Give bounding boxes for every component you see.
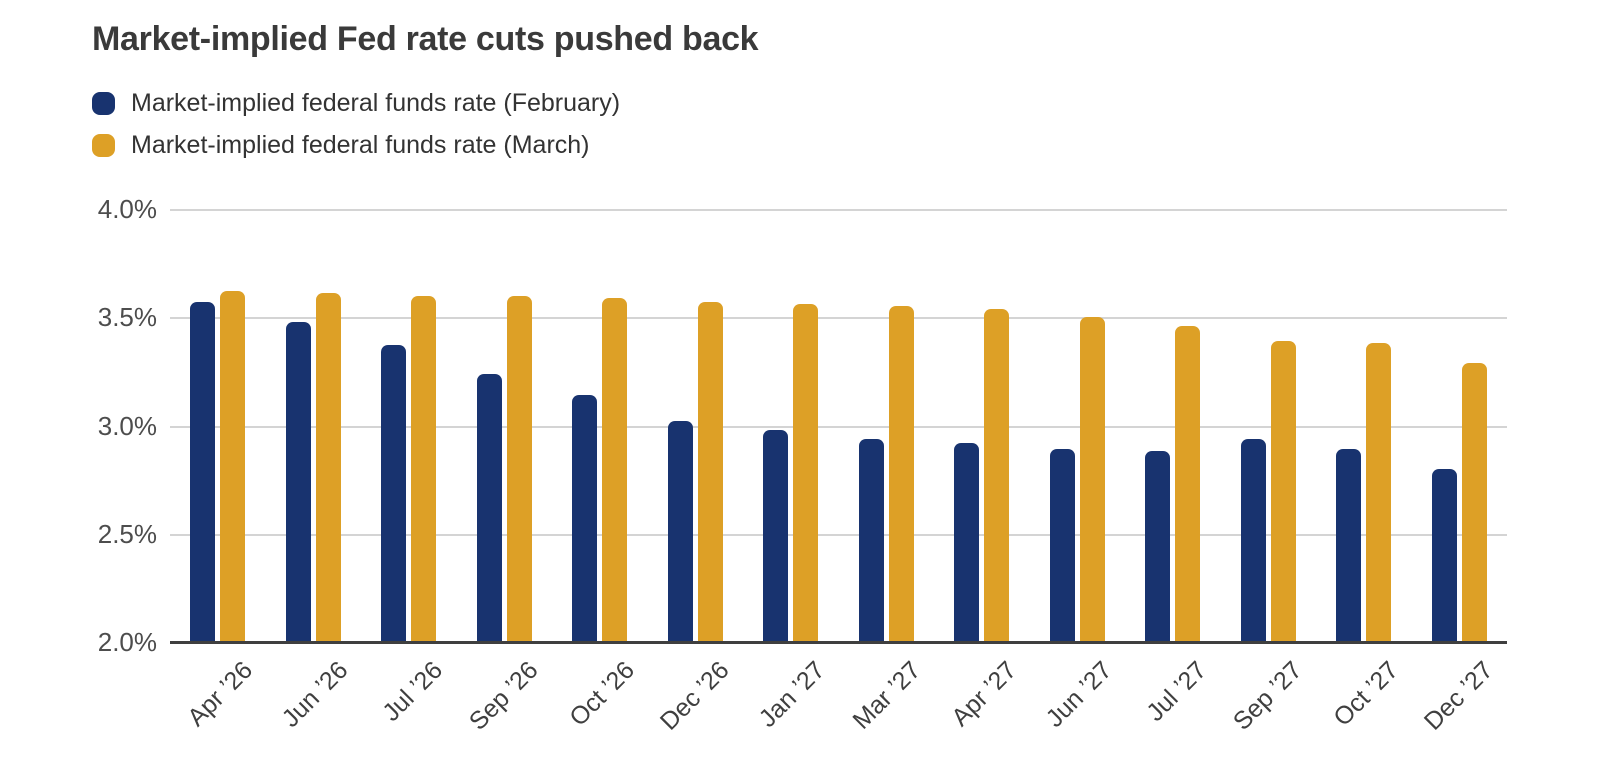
gridline	[170, 533, 1507, 536]
bar-february	[190, 302, 216, 642]
x-axis-line	[170, 641, 1507, 644]
bar-group: Sep ’26	[457, 209, 553, 736]
y-axis-tick-label: 4.0%	[97, 194, 157, 224]
bar-march	[315, 293, 341, 642]
bar-march	[1079, 317, 1105, 642]
legend-swatch	[92, 133, 115, 157]
bar-group: Jun ’26	[266, 209, 362, 733]
bar-february	[1431, 468, 1457, 642]
x-axis-label: Jul ’27	[1141, 656, 1213, 727]
legend-swatch	[92, 91, 115, 115]
chart-title: Market-implied Fed rate cuts pushed back	[92, 20, 759, 58]
legend-label: Market-implied federal funds rate (Febru…	[131, 88, 621, 117]
gridline	[170, 209, 1507, 211]
x-axis-label: Oct ’26	[563, 656, 640, 732]
bar-group: Jan ’27	[743, 209, 839, 733]
bar-march	[1366, 343, 1392, 642]
bar-group: Jul ’26	[361, 209, 457, 727]
bar-february	[667, 421, 693, 642]
x-axis-label: Apr ’27	[945, 656, 1022, 732]
gridline	[170, 425, 1507, 428]
bar-march	[888, 306, 914, 642]
bar-group: Apr ’26	[170, 209, 266, 732]
bar-group: Oct ’26	[552, 209, 648, 732]
bar-february	[285, 321, 311, 642]
x-axis-label: Oct ’27	[1327, 656, 1404, 732]
x-axis-label: Sep ’27	[1228, 656, 1309, 736]
bar-group: Apr ’27	[934, 209, 1030, 732]
plot-area: Apr ’26 Jun ’26 Jul ’26 Sep ’26 Oct ’26 Dec ’…	[170, 209, 1508, 736]
bar-group: Dec ’26	[648, 209, 744, 736]
x-axis-label: Jun ’27	[1040, 656, 1118, 733]
bar-group: Jul ’27	[1125, 209, 1221, 727]
gridline	[170, 317, 1507, 320]
bar-march	[1270, 341, 1296, 642]
legend-label: Market-implied federal funds rate (March…	[131, 130, 590, 159]
bar-february	[954, 442, 980, 642]
bar-group: Jun ’27	[1030, 209, 1126, 733]
bar-february	[572, 395, 598, 642]
bar-february	[1336, 449, 1362, 642]
x-axis-label: Mar ’27	[847, 656, 927, 735]
bar-group: Sep ’27	[1221, 209, 1317, 736]
y-axis-tick-label: 2.0%	[97, 627, 157, 657]
x-axis-label: Sep ’26	[464, 656, 545, 736]
bar-february	[1240, 438, 1266, 642]
bar-march	[506, 295, 532, 642]
bar-march	[411, 295, 437, 642]
bar-march	[1175, 325, 1201, 642]
bar-march	[793, 304, 819, 642]
x-axis-label: Apr ’26	[181, 656, 258, 732]
legend-item-february: Market-implied federal funds rate (Febru…	[92, 88, 620, 118]
y-axis-labels: 4.0% 3.5% 3.0% 2.5% 2.0%	[0, 194, 157, 657]
bar-march	[1461, 362, 1487, 642]
x-axis-label: Dec ’26	[655, 656, 736, 736]
bar-march	[220, 291, 246, 642]
bar-group: Oct ’27	[1316, 209, 1412, 732]
bar-february	[858, 438, 884, 642]
x-axis-label: Jul ’26	[377, 656, 449, 727]
x-axis-label: Dec ’27	[1419, 656, 1500, 736]
legend: Market-implied federal funds rate (Febru…	[92, 88, 620, 172]
bar-march	[984, 308, 1010, 642]
bar-march	[697, 302, 723, 642]
bar-february	[1145, 451, 1171, 642]
bar-group: Mar ’27	[839, 209, 935, 735]
x-axis-label: Jun ’26	[276, 656, 354, 733]
bar-february	[381, 345, 407, 642]
bar-march	[602, 297, 628, 642]
bar-february	[1049, 449, 1075, 642]
bar-february	[476, 373, 502, 642]
bar-february	[763, 429, 789, 642]
legend-item-march: Market-implied federal funds rate (March…	[92, 130, 620, 160]
y-axis-tick-label: 2.5%	[97, 518, 157, 549]
x-axis-label: Jan ’27	[753, 656, 831, 733]
y-axis-tick-label: 3.0%	[97, 410, 157, 441]
y-axis-tick-label: 3.5%	[97, 302, 157, 333]
bar-group: Dec ’27	[1412, 209, 1508, 736]
